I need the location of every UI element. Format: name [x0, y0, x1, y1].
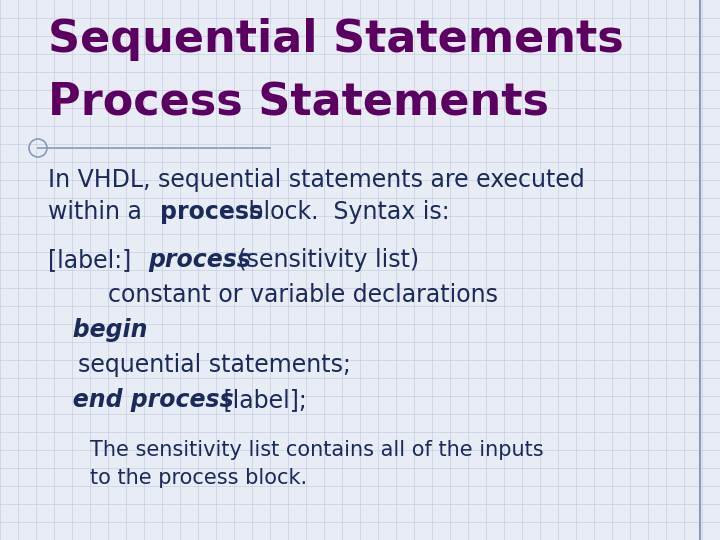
Text: The sensitivity list contains all of the inputs: The sensitivity list contains all of the…: [90, 440, 544, 460]
Text: end process: end process: [48, 388, 234, 412]
Text: process: process: [160, 200, 263, 224]
Text: [label];: [label];: [216, 388, 307, 412]
Text: sequential statements;: sequential statements;: [48, 353, 351, 377]
Text: to the process block.: to the process block.: [90, 468, 307, 488]
Text: Sequential Statements: Sequential Statements: [48, 18, 624, 61]
Text: In VHDL, sequential statements are executed: In VHDL, sequential statements are execu…: [48, 168, 585, 192]
Text: process: process: [148, 248, 251, 272]
Text: constant or variable declarations: constant or variable declarations: [48, 283, 498, 307]
Text: begin: begin: [48, 318, 148, 342]
Text: (sensitivity list): (sensitivity list): [230, 248, 419, 272]
Text: [label:]: [label:]: [48, 248, 139, 272]
Text: Process Statements: Process Statements: [48, 82, 549, 125]
Text: within a: within a: [48, 200, 149, 224]
Text: block.  Syntax is:: block. Syntax is:: [241, 200, 449, 224]
